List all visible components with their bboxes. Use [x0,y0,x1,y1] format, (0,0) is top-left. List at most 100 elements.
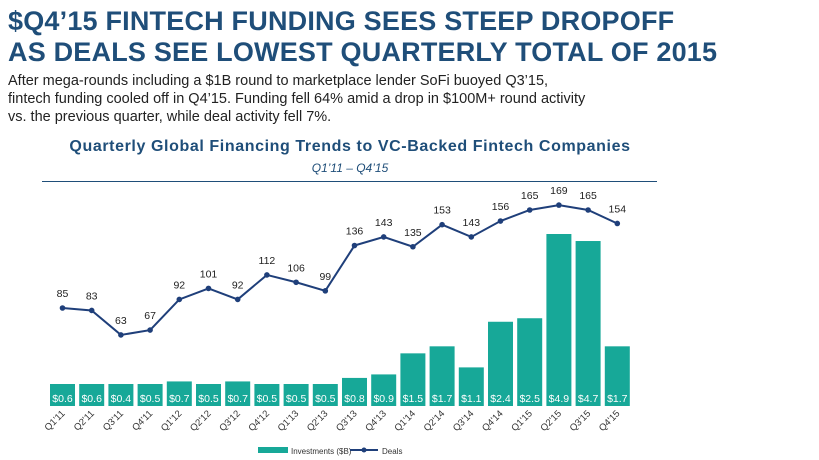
x-tick-label: Q3'12 [217,408,243,434]
deals-point [468,234,475,240]
deals-value-label: 67 [144,310,156,322]
bar-value-label: $0.5 [257,393,278,405]
x-tick-label: Q1'15 [509,408,535,434]
x-tick-label: Q1'11 [43,408,68,433]
deals-line [62,204,618,337]
x-tick-label: Q4'12 [247,408,273,434]
x-tick-label: Q3'13 [334,408,360,434]
summary-text: After mega-rounds including a $1B round … [8,72,708,126]
investment-bar [166,381,192,406]
investment-bar [283,384,309,406]
bar-value-label: $0.5 [315,393,336,405]
deals-point [585,207,591,213]
deals-point [234,296,241,303]
deals-point [439,221,445,228]
deals-point [264,272,270,278]
summary-line-1: After mega-rounds including a $1B round … [8,73,549,89]
bar-value-label: $4.9 [549,393,570,405]
summary-line-3: vs. the previous quarter, while deal act… [8,109,332,125]
x-tick-label: Q2'13 [305,408,331,434]
headline-line-2: AS DEALS SEE LOWEST QUARTERLY TOTAL OF 2… [8,37,718,67]
deals-value-label: 99 [319,271,331,283]
bar-value-label: $0.9 [373,393,394,405]
deals-value-label: 136 [346,226,364,238]
deals-value-label: 153 [433,205,451,217]
x-tick-label: Q4'15 [597,408,623,434]
investment-bar [342,377,367,406]
x-tick-label: Q4'14 [480,408,506,434]
x-tick-label: Q3'14 [451,408,477,434]
deals-point [410,243,416,250]
deals-value-label: 143 [375,217,393,229]
investment-bar [546,234,572,406]
x-tick-label: Q1'14 [393,408,419,434]
deals-value-label: 106 [287,262,305,274]
deals-point [380,234,387,240]
deals-value-label: 154 [609,203,627,215]
bar-value-label: $1.7 [432,393,453,405]
bar-value-label: $2.4 [490,393,511,405]
legend-investments-swatch [258,447,288,453]
x-tick-label: Q4'13 [363,408,389,434]
investment-bar [575,241,601,406]
bar-value-label: $0.7 [227,393,248,405]
x-tick-label: Q1'12 [159,408,185,434]
deals-point [556,202,562,208]
x-tick-label: Q2'14 [422,408,448,434]
legend-deals-label: Deals [382,447,402,456]
bar-value-label: $0.6 [81,393,102,405]
deals-value-label: 143 [463,217,481,229]
investment-bar [196,384,221,406]
investment-bar [400,353,426,406]
bar-value-label: $0.5 [286,393,307,405]
deals-point [59,305,66,311]
headline-line-1: $Q4’15 FINTECH FUNDING SEES STEEP DROPOF… [8,6,675,36]
deals-value-label: 92 [232,279,244,291]
investment-bar [458,367,484,406]
deals-point [497,218,504,224]
bar-value-label: $2.5 [519,393,540,405]
chart-title: Quarterly Global Financing Trends to VC-… [69,138,631,155]
deals-value-label: 135 [404,227,422,239]
x-tick-label: Q3'11 [101,408,126,433]
investment-bar [108,384,134,406]
investment-bar [488,321,513,406]
bar-value-label: $0.6 [52,393,73,405]
investment-bar [225,381,251,406]
deals-point [526,207,533,213]
investment-bar [517,318,543,406]
x-tick-label: Q3'15 [568,408,594,434]
bar-value-label: $1.5 [403,393,424,405]
chart-subtitle: Q1’11 – Q4’15 [311,161,389,175]
deals-value-label: 85 [57,288,69,300]
investment-bar [79,384,105,406]
deals-value-label: 165 [521,190,539,202]
x-tick-label: Q4'11 [130,408,155,433]
bar-value-label: $0.5 [140,393,161,405]
x-tick-label: Q2'11 [72,408,97,433]
x-tick-label: Q1'13 [276,408,302,434]
title-divider [42,181,657,182]
x-tick-label: Q2'12 [188,408,214,434]
summary-line-2: fintech funding cooled off in Q4’15. Fun… [8,91,586,107]
deals-value-label: 101 [200,268,218,280]
deals-point [176,296,183,303]
legend-deals-marker [361,447,367,453]
bar-value-label: $0.7 [169,393,190,405]
bar-value-label: $1.7 [607,393,628,405]
deals-point [205,285,212,292]
bar-value-label: $0.5 [198,393,219,405]
investment-bar [50,384,75,406]
investment-bar [604,346,630,406]
deals-point [614,220,621,227]
legend-investments-label: Investments ($B) [291,447,352,456]
investment-bar [371,374,397,406]
headline: $Q4’15 FINTECH FUNDING SEES STEEP DROPOF… [8,6,717,68]
deals-value-label: 156 [492,201,510,213]
investment-bar [137,384,163,406]
bar-value-label: $1.1 [461,393,482,405]
deals-point [322,288,329,294]
deals-point [88,307,95,314]
deals-point [293,279,299,286]
deals-value-label: 112 [259,255,276,267]
